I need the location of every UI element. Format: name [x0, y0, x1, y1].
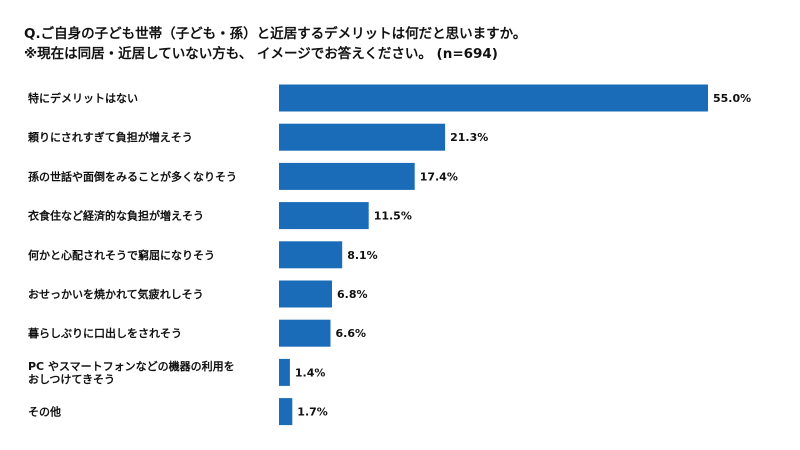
category-label-line: 暮らしぶりに口出しをされそう — [27, 326, 182, 340]
category-label-line: PC やスマートフォンなどの機器の利用を — [28, 359, 235, 373]
value-label-4: 8.1% — [347, 249, 378, 262]
category-label-6: 暮らしぶりに口出しをされそう — [27, 326, 182, 340]
question-text: Q.ご自身の子ども世帯（子ども・孫）と近居するデメリットは何だと思いますか。 — [24, 26, 527, 42]
bar-5 — [279, 280, 332, 308]
bar-3 — [279, 202, 369, 230]
category-label-3: 衣食住など経済的な負担が増えそう — [28, 209, 204, 223]
category-label-2: 孫の世話や面倒をみることが多くなりそう — [28, 169, 237, 183]
bar-4 — [279, 241, 343, 269]
category-label-line: 孫の世話や面倒をみることが多くなりそう — [28, 169, 237, 183]
value-label-1: 21.3% — [450, 131, 488, 144]
category-label-line: その他 — [28, 405, 61, 419]
value-label-6: 6.6% — [336, 327, 367, 340]
bar-7 — [279, 358, 290, 386]
bar-6 — [279, 319, 331, 347]
category-label-line: 頼りにされすぎて負担が増えそう — [27, 130, 193, 144]
chart-title: Q.ご自身の子ども世帯（子ども・孫）と近居するデメリットは何だと思いますか。 ※… — [24, 24, 784, 64]
value-label-3: 11.5% — [374, 210, 412, 223]
category-label-5: おせっかいを焼かれて気疲れしそう — [28, 287, 204, 301]
bar-1 — [279, 123, 446, 151]
value-label-7: 1.4% — [295, 366, 326, 379]
bar-8 — [279, 398, 293, 426]
value-label-8: 1.7% — [297, 406, 328, 419]
category-label-line: おせっかいを焼かれて気疲れしそう — [28, 287, 204, 301]
category-label-line: 特にデメリットはない — [28, 91, 138, 105]
value-label-5: 6.8% — [337, 288, 368, 301]
value-label-2: 17.4% — [420, 170, 458, 183]
category-label-8: その他 — [28, 405, 61, 419]
category-label-line: 何かと心配されそうで窮屈になりそう — [28, 248, 215, 262]
question-note: ※現在は同居・近居していない方も、 イメージでお答えください。 (n=694) — [24, 46, 498, 62]
category-label-line: 衣食住など経済的な負担が増えそう — [28, 209, 204, 223]
category-label-line: おしつけてきそう — [28, 373, 115, 386]
bar-2 — [279, 162, 415, 190]
category-label-7: PC やスマートフォンなどの機器の利用をおしつけてきそう — [28, 359, 235, 386]
category-label-0: 特にデメリットはない — [28, 91, 138, 105]
category-label-1: 頼りにされすぎて負担が増えそう — [27, 130, 193, 144]
value-label-0: 55.0% — [713, 92, 751, 105]
category-label-4: 何かと心配されそうで窮屈になりそう — [28, 248, 215, 262]
bar-0 — [279, 84, 708, 112]
